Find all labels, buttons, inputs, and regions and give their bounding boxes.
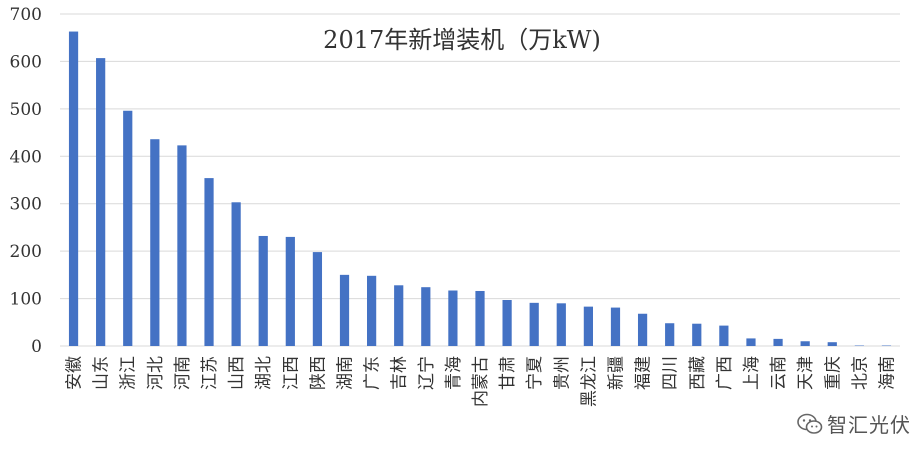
bar [96,58,106,346]
x-category-label: 黑龙江 [579,356,599,407]
bar [827,342,837,346]
bar [123,110,133,346]
x-category-label: 江苏 [200,356,220,390]
x-category-label: 新疆 [606,356,626,390]
bar [529,302,539,346]
y-tick-label: 300 [10,195,42,215]
x-category-label: 福建 [634,356,654,390]
bar [394,285,404,346]
x-category-label: 广东 [363,356,383,390]
bar [231,202,241,346]
bar [68,31,79,346]
bar [204,178,214,346]
bar [339,274,350,346]
bar [285,236,295,346]
x-category-label: 西藏 [688,356,708,390]
x-category-label: 贵州 [552,356,572,390]
bar [692,323,702,346]
bar [719,325,729,346]
x-category-label: 湖北 [254,356,274,390]
bar [475,290,485,346]
x-category-label: 浙江 [119,356,139,390]
x-category-label: 江西 [281,356,301,390]
bar [367,275,377,346]
x-category-label: 宁夏 [525,356,545,390]
bar [773,338,783,346]
watermark: 智汇光伏 [793,407,915,440]
bar [583,306,593,346]
x-category-label: 重庆 [823,356,843,390]
y-axis-tick-labels: 0 100 200 300 400 500 600 700 [10,5,42,357]
x-category-label: 安徽 [65,356,85,390]
bars [68,31,892,346]
bar [637,313,648,346]
bar [800,341,810,346]
bar [312,252,323,346]
wechat-icon [797,413,823,434]
bar [177,145,187,346]
bar [556,303,566,346]
x-category-label: 河南 [173,356,193,390]
y-tick-label: 0 [31,337,42,357]
bar [150,139,160,346]
y-tick-label: 500 [10,100,42,120]
gridlines [60,13,900,347]
x-category-label: 海南 [877,356,897,390]
bar [665,323,675,346]
x-category-label: 四川 [661,356,681,390]
chart-title: 2017年新增装机（万kW) [323,26,601,54]
x-category-label: 吉林 [390,356,410,390]
x-category-label: 河北 [146,356,166,390]
x-category-label: 甘肃 [498,356,518,390]
x-category-label: 湖南 [336,356,356,390]
y-tick-label: 100 [10,290,42,310]
x-category-label: 天津 [796,356,816,390]
y-tick-label: 600 [10,52,42,72]
x-category-label: 青海 [444,356,464,390]
x-category-label: 云南 [769,356,789,390]
x-category-label: 内蒙古 [471,356,491,407]
x-category-label: 北京 [850,356,870,390]
x-category-label: 上海 [742,356,762,390]
bar [258,235,268,346]
y-tick-label: 700 [10,5,42,25]
x-axis-category-labels: 安徽 山东 浙江 河北 河南 江苏 山西 湖北 江西 陕西 湖南 广东 吉林 辽宁 青海 内蒙古 甘肃 宁夏 贵州黑… [65,356,898,407]
x-category-label: 广西 [715,356,735,390]
x-category-label: 陕西 [308,356,328,390]
x-category-label: 山东 [92,356,112,390]
y-tick-label: 200 [10,242,42,262]
bar [502,299,512,346]
bar [448,290,458,346]
bar [610,307,621,346]
bar [421,287,431,346]
y-tick-label: 400 [10,147,42,167]
x-category-label: 辽宁 [417,356,437,390]
x-category-label: 山西 [227,356,247,390]
watermark-text: 智汇光伏 [827,413,911,437]
bar [746,338,756,346]
